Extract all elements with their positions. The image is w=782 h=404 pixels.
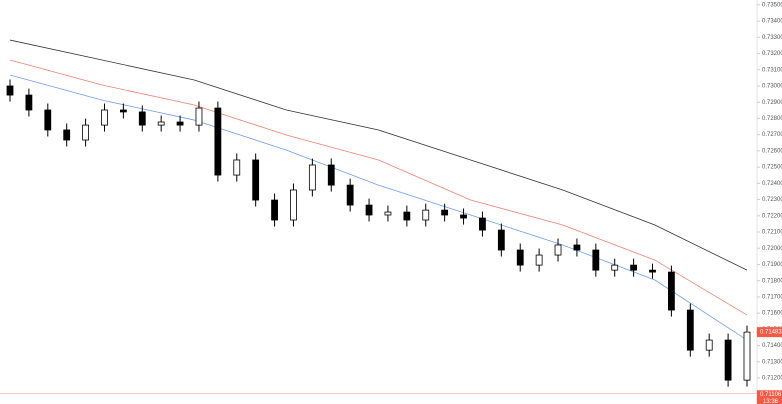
candle-body: [346, 184, 354, 206]
last-price-label: 0.71483: [760, 330, 782, 336]
candle-body: [554, 244, 562, 256]
y-tick-label: 0.72900: [762, 100, 782, 106]
last-price-tag: [757, 327, 782, 338]
candle-body: [403, 211, 411, 221]
candle-body: [611, 264, 619, 271]
candle-body: [119, 109, 127, 113]
candle-body: [308, 164, 316, 191]
y-tick-label: 0.73300: [762, 35, 782, 41]
candle-body: [497, 229, 505, 251]
candle-body: [460, 214, 467, 219]
y-tick-label: 0.71900: [762, 262, 782, 268]
moving-average: [9, 74, 748, 341]
moving-average: [9, 59, 748, 316]
candle-body: [384, 211, 392, 216]
candle-body: [195, 107, 203, 126]
y-tick-label: 0.71800: [762, 278, 782, 284]
candle-body: [176, 121, 184, 126]
y-tick-label: 0.72500: [762, 165, 782, 171]
marker-time-label: 13:36: [763, 399, 779, 404]
candle-body: [44, 109, 52, 131]
candle-body: [271, 199, 278, 221]
candle-body: [441, 209, 449, 216]
candle-body: [233, 159, 241, 176]
candle-body: [743, 331, 751, 381]
candle-body: [592, 249, 600, 271]
y-tick-label: 0.72000: [762, 246, 782, 252]
candle-body: [157, 121, 165, 126]
candle-body: [516, 249, 524, 266]
candle-body: [668, 271, 675, 311]
y-tick-label: 0.71200: [762, 376, 782, 382]
candle-body: [686, 309, 694, 351]
candle-body: [327, 164, 335, 186]
candle-body: [101, 109, 108, 126]
y-tick-label: 0.73100: [762, 67, 782, 73]
candle-body: [535, 254, 543, 266]
candle-body: [63, 129, 71, 141]
moving-average: [9, 39, 748, 271]
y-tick-label: 0.73500: [762, 2, 782, 8]
candle-body: [573, 244, 581, 251]
candle-body: [630, 264, 638, 271]
candle-body: [6, 85, 14, 96]
y-tick-label: 0.72300: [762, 197, 782, 203]
marker-price-label: 0.71106: [760, 392, 782, 398]
candle-body: [290, 189, 297, 221]
candle-body: [82, 124, 89, 141]
candle-body: [365, 204, 373, 216]
y-tick-label: 0.73400: [762, 19, 782, 25]
candle-body: [422, 209, 430, 221]
candle-body: [724, 339, 732, 381]
y-tick-label: 0.72200: [762, 213, 782, 219]
marker-tag: [757, 390, 782, 404]
y-tick-label: 0.71300: [762, 359, 782, 365]
y-tick-label: 0.72400: [762, 181, 782, 187]
candle-body: [252, 159, 260, 201]
y-tick-label: 0.72100: [762, 230, 782, 236]
y-tick-label: 0.72800: [762, 116, 782, 122]
candle-body: [705, 339, 713, 351]
y-tick-label: 0.71400: [762, 343, 782, 349]
y-tick-label: 0.72600: [762, 148, 782, 154]
candle-body: [214, 107, 222, 176]
candle-body: [649, 269, 656, 273]
candle-body: [25, 94, 33, 111]
y-tick-label: 0.72700: [762, 132, 782, 138]
candle-body: [138, 111, 146, 126]
y-tick-label: 0.71600: [762, 311, 782, 317]
y-tick-label: 0.71700: [762, 294, 782, 300]
y-tick-label: 0.73200: [762, 51, 782, 57]
y-tick-label: 0.73000: [762, 84, 782, 90]
candle-body: [479, 217, 486, 231]
